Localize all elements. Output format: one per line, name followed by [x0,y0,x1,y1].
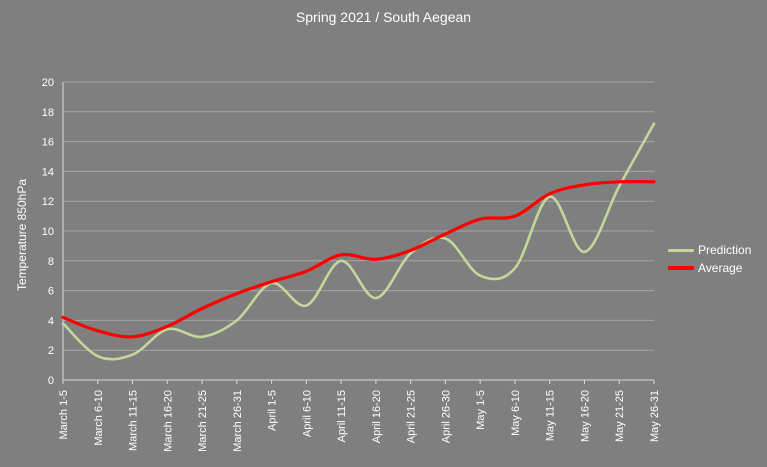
series-line-average [61,179,656,339]
y-tick-label: 14 [42,166,54,178]
y-tick-label: 18 [42,107,54,119]
legend-item-prediction: Prediction [668,241,751,259]
x-tick-label: March 16-20 [162,390,174,452]
x-tick-label: April 26-30 [440,390,452,443]
y-tick-label: 6 [48,286,54,298]
legend-label-prediction: Prediction [698,243,752,257]
x-tick-label: April 6-10 [301,390,313,437]
legend: Prediction Average [668,241,751,277]
y-tick-label: 8 [48,256,54,268]
legend-label-average: Average [698,261,743,275]
legend-swatch-average [668,266,694,270]
legend-item-average: Average [668,259,751,277]
x-tick-label: April 11-15 [336,390,348,442]
x-tick-label: May 11-15 [545,390,557,441]
x-tick-label: April 1-5 [267,390,279,431]
x-tick-label: May 16-20 [579,390,591,442]
y-tick-label: 20 [42,77,54,89]
y-tick-label: 2 [48,345,54,357]
y-tick-label: 4 [48,315,54,327]
y-tick-label: 10 [42,226,54,238]
x-tick-label: May 26-31 [649,390,661,442]
series-line-prediction [61,122,656,361]
x-tick-label: March 26-31 [232,390,244,452]
y-tick-label: 12 [42,196,54,208]
y-tick-label: 16 [42,137,54,149]
x-tick-label: May 6-10 [510,390,522,436]
x-tick-label: March 11-15 [128,390,140,451]
x-tick-label: May 1-5 [475,390,487,430]
x-tick-label: April 21-25 [406,390,418,443]
x-tick-label: May 21-25 [614,390,626,442]
x-tick-label: March 1-5 [58,390,70,440]
chart-title: Spring 2021 / South Aegean [295,9,472,25]
legend-swatch-prediction [668,248,694,252]
y-tick-label: 0 [48,375,54,387]
x-tick-label: April 16-20 [371,390,383,443]
x-tick-label: March 21-25 [197,390,209,452]
x-tick-label: March 6-10 [93,390,105,446]
